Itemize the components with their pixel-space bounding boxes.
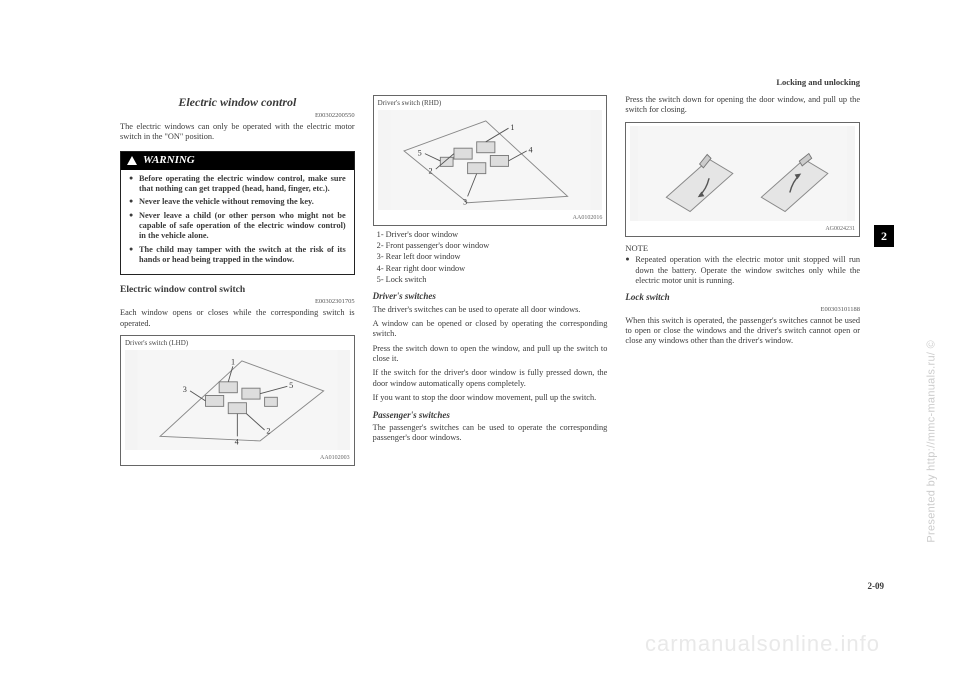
figure-code: AG0024231 bbox=[630, 226, 855, 234]
figure-label: Driver's switch (LHD) bbox=[125, 339, 350, 348]
warning-body: Before operating the electric window con… bbox=[121, 170, 354, 275]
svg-text:3: 3 bbox=[463, 197, 467, 206]
svg-text:3: 3 bbox=[183, 385, 187, 394]
chapter-tab: 2 bbox=[874, 225, 894, 247]
legend-list: 1- Driver's door window 2- Front passeng… bbox=[373, 230, 608, 286]
warning-icon bbox=[127, 156, 137, 165]
note-item: Repeated operation with the electric mot… bbox=[625, 255, 860, 286]
warning-item: Never leave the vehicle without removing… bbox=[129, 197, 346, 207]
warning-box: WARNING Before operating the electric wi… bbox=[120, 151, 355, 276]
note-list: Repeated operation with the electric mot… bbox=[625, 255, 860, 286]
figure-operation: AG0024231 bbox=[625, 122, 860, 237]
reference-number: E00302301705 bbox=[120, 298, 355, 306]
warning-label: WARNING bbox=[143, 154, 195, 168]
body-text: The passenger's switches can be used to … bbox=[373, 423, 608, 444]
watermark: carmanualsonline.info bbox=[645, 631, 880, 657]
figure-code: AA0102016 bbox=[378, 215, 603, 223]
body-text: Press the switch down to open the window… bbox=[373, 344, 608, 365]
svg-text:4: 4 bbox=[528, 145, 532, 154]
svg-text:2: 2 bbox=[428, 166, 432, 175]
figure-label: Driver's switch (RHD) bbox=[378, 99, 603, 108]
column-3: Press the switch down for opening the do… bbox=[625, 95, 860, 580]
svg-text:5: 5 bbox=[417, 148, 421, 157]
svg-text:1: 1 bbox=[231, 357, 235, 366]
warning-item: Before operating the electric window con… bbox=[129, 174, 346, 195]
svg-text:1: 1 bbox=[510, 123, 514, 132]
body-text: A window can be opened or closed by oper… bbox=[373, 319, 608, 340]
source-attribution: Presented by http://mmc-manuals.ru/ © bbox=[926, 340, 938, 543]
switch-operation-diagram bbox=[630, 126, 855, 221]
column-2: Driver's switch (RHD) 1 4 5 2 3 bbox=[373, 95, 608, 580]
page-title: Electric window control bbox=[120, 95, 355, 110]
column-1: Electric window control E00302200550 The… bbox=[120, 95, 355, 580]
body-text: Each window opens or closes while the co… bbox=[120, 308, 355, 329]
manual-page: Locking and unlocking Electric window co… bbox=[120, 95, 860, 580]
subheading: Electric window control switch bbox=[120, 285, 355, 297]
switch-diagram-rhd: 1 4 5 2 3 bbox=[378, 110, 603, 210]
legend-item: 5- Lock switch bbox=[377, 275, 608, 285]
passenger-switches-heading: Passenger's switches bbox=[373, 410, 608, 421]
page-number: 2-09 bbox=[868, 581, 885, 592]
lock-switch-heading: Lock switch bbox=[625, 292, 860, 303]
reference-number: E00302200550 bbox=[120, 112, 355, 120]
figure-lhd: Driver's switch (LHD) 1 3 5 2 4 bbox=[120, 335, 355, 466]
legend-item: 1- Driver's door window bbox=[377, 230, 608, 240]
intro-text: The electric windows can only be operate… bbox=[120, 122, 355, 143]
driver-switches-heading: Driver's switches bbox=[373, 291, 608, 302]
figure-code: AA0102003 bbox=[125, 455, 350, 463]
body-text: If the switch for the driver's door wind… bbox=[373, 368, 608, 389]
switch-diagram-lhd: 1 3 5 2 4 bbox=[125, 350, 350, 450]
legend-item: 3- Rear left door window bbox=[377, 252, 608, 262]
note-heading: NOTE bbox=[625, 243, 860, 254]
legend-item: 2- Front passenger's door window bbox=[377, 241, 608, 251]
body-text: When this switch is operated, the passen… bbox=[625, 316, 860, 347]
svg-text:2: 2 bbox=[266, 427, 270, 436]
reference-number: E00303101188 bbox=[625, 306, 860, 314]
svg-text:4: 4 bbox=[235, 437, 239, 446]
warning-item: Never leave a child (or other person who… bbox=[129, 211, 346, 242]
figure-rhd: Driver's switch (RHD) 1 4 5 2 3 bbox=[373, 95, 608, 226]
section-header: Locking and unlocking bbox=[776, 77, 860, 88]
body-text: The driver's switches can be used to ope… bbox=[373, 305, 608, 315]
svg-text:5: 5 bbox=[289, 381, 293, 390]
legend-item: 4- Rear right door window bbox=[377, 264, 608, 274]
body-text: Press the switch down for opening the do… bbox=[625, 95, 860, 116]
warning-title: WARNING bbox=[121, 152, 354, 170]
warning-item: The child may tamper with the switch at … bbox=[129, 245, 346, 266]
body-text: If you want to stop the door window move… bbox=[373, 393, 608, 403]
